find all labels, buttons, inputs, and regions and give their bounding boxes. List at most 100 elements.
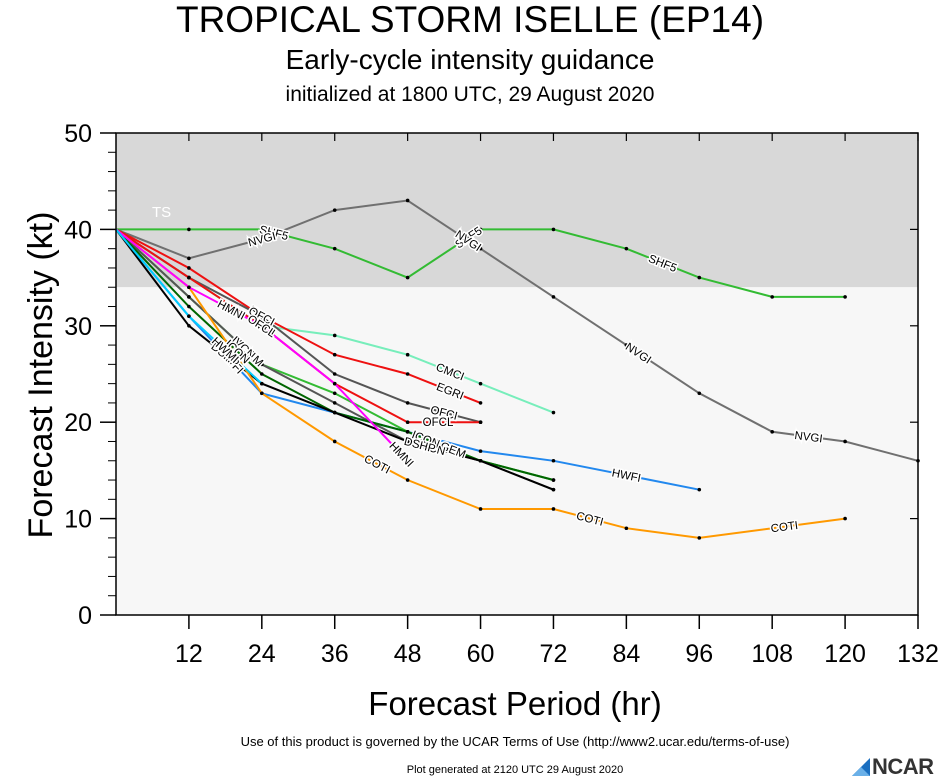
x-tick-label: 60: [467, 640, 495, 668]
y-tick-label: 0: [78, 602, 92, 630]
point-coti: [624, 526, 629, 531]
point-shf5: [405, 275, 410, 280]
x-tick-label: 108: [751, 640, 793, 668]
point-nvgi: [624, 343, 629, 347]
point-hmni: [405, 458, 410, 463]
point-egri: [332, 352, 337, 357]
point-ivcn: [332, 401, 337, 405]
point-coti: [478, 507, 483, 511]
x-tick-label: 48: [394, 640, 422, 668]
chart-title: TROPICAL STORM ISELLE (EP14): [175, 0, 765, 40]
point-nvgi: [187, 256, 191, 261]
series-nvgi: [115, 199, 919, 462]
point-icon: [405, 430, 410, 434]
y-tick-label: 20: [64, 409, 92, 437]
intensity-band-0: [116, 133, 918, 288]
point-dshp: [187, 324, 191, 328]
point-coti: [843, 516, 847, 521]
point-shf5: [332, 246, 337, 251]
point-dshp: [332, 410, 337, 415]
point-ofci: [332, 372, 337, 376]
point-ofcl: [405, 420, 410, 425]
point-ofci: [260, 314, 264, 318]
point-nvgi: [478, 246, 483, 251]
point-nvgi: [260, 237, 264, 241]
ncar-logo-icon: [852, 758, 870, 776]
point-hwmi: [260, 381, 264, 386]
plot-frame: [115, 132, 919, 616]
point-nvgi: [770, 430, 774, 434]
point-nvgi: [843, 439, 847, 444]
series-label-text: OFCL: [423, 417, 454, 429]
point-nvgi: [332, 208, 337, 212]
point-hmni: [332, 381, 337, 386]
x-tick-label: 24: [248, 640, 276, 668]
y-tick-label: 50: [64, 120, 92, 148]
chart-subtitle: Early-cycle intensity guidance: [285, 44, 655, 75]
point-dshp: [551, 487, 556, 492]
point-nvgi: [405, 198, 410, 203]
y-tick-label: 40: [64, 216, 92, 244]
point-hwmi: [187, 314, 191, 318]
point-ofcl: [478, 420, 483, 425]
point-ofci: [405, 401, 410, 405]
x-tick-label: 72: [540, 640, 568, 668]
point-shf5: [478, 227, 483, 232]
point-shf5: [843, 295, 847, 299]
series-label-ofcl: OFCL: [421, 416, 455, 431]
series-label-coti: COTI: [769, 518, 801, 536]
point-icon: [551, 478, 556, 482]
point-ivcn: [187, 295, 191, 299]
init-time: initialized at 1800 UTC, 29 August 2020: [285, 83, 655, 106]
point-coti: [405, 478, 410, 482]
y-axis-label-box: Forecast Intensity (kt): [2, 212, 60, 539]
series-coti: [115, 228, 846, 539]
x-tick-label: 96: [685, 640, 713, 668]
point-hmni: [187, 285, 191, 290]
y-tick-label: 30: [64, 313, 92, 341]
point-nvgi: [697, 391, 702, 396]
point-icon: [260, 372, 264, 376]
point-ofcl: [187, 275, 191, 280]
point-shf5: [551, 227, 556, 232]
ncar-logo: NCAR: [872, 754, 934, 779]
x-tick-label: 132: [897, 640, 939, 668]
band-label: TS: [152, 204, 171, 221]
point-cmci: [332, 333, 337, 338]
x-axis-label: Forecast Period (hr): [368, 685, 662, 722]
point-shf5: [187, 227, 191, 232]
x-tick-label: 36: [321, 640, 349, 668]
terms-of-use: Use of this product is governed by the U…: [240, 734, 790, 749]
intensity-band-1: [116, 287, 918, 615]
point-hwfi: [697, 487, 702, 492]
y-axis-label: Forecast Intensity (kt): [22, 211, 60, 539]
point-dshp: [478, 458, 483, 463]
series-label-text: NVGI: [794, 430, 823, 446]
point-cmci: [478, 381, 483, 386]
point-cmci: [551, 410, 556, 415]
point-shf5: [770, 295, 774, 299]
point-nvgi: [551, 295, 556, 299]
point-hwfi: [551, 458, 556, 463]
series-label-nvgi: NVGI: [792, 428, 824, 447]
x-tick-label: 12: [175, 640, 203, 668]
point-hwfi: [478, 449, 483, 453]
y-tick-label: 10: [64, 506, 92, 534]
point-shf5: [260, 227, 264, 232]
x-tick-label: 120: [824, 640, 866, 668]
series-label-text: COTI: [770, 520, 799, 535]
point-coti: [332, 439, 337, 444]
point-lgem: [332, 391, 337, 396]
point-shf5: [624, 246, 629, 251]
point-egri: [187, 266, 191, 270]
point-coti: [260, 391, 264, 396]
point-icon: [187, 304, 191, 309]
point-hmni: [260, 324, 264, 328]
point-shf5: [697, 275, 702, 280]
point-coti: [697, 536, 702, 540]
point-dshp: [405, 439, 410, 444]
point-ivcn: [260, 362, 264, 367]
x-tick-label: 84: [612, 640, 640, 668]
point-egri: [478, 401, 483, 405]
